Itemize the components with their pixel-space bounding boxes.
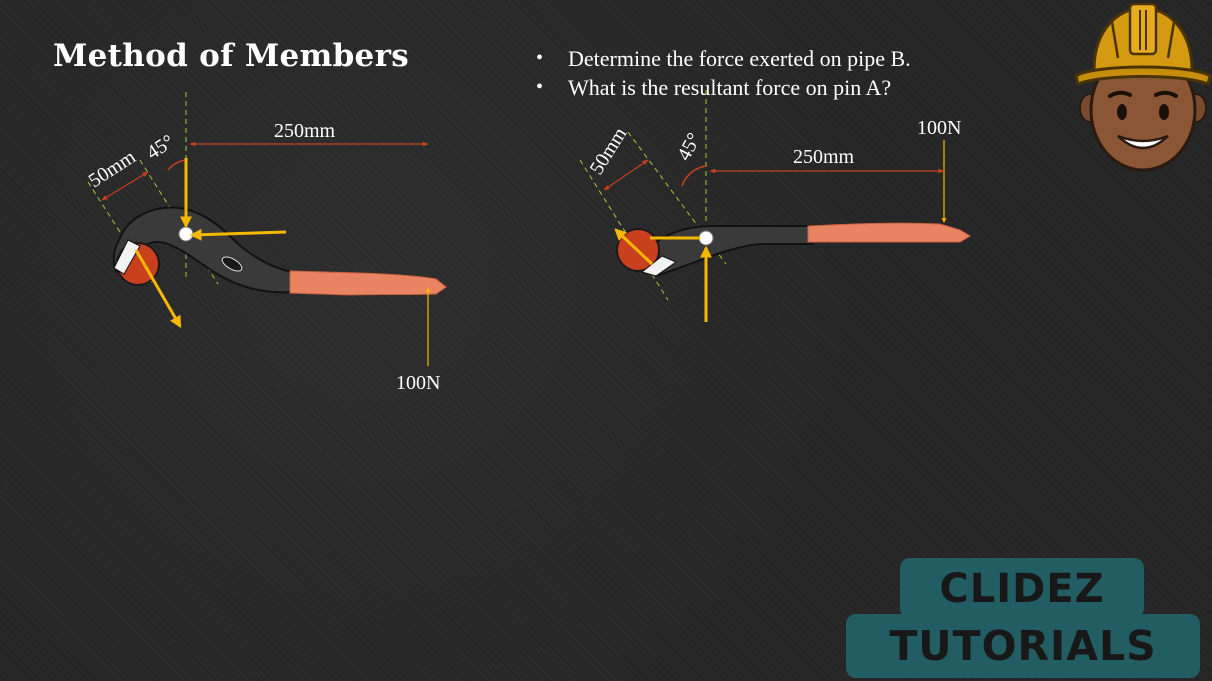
right-label-50mm: 50mm (586, 123, 632, 178)
left-dim-50 (101, 171, 149, 201)
left-angle-arc (167, 159, 187, 171)
left-label-angle: 45° (143, 130, 178, 164)
left-wrench-diagram: 250mm 50mm 45° 100N (85, 92, 447, 394)
left-force-on-pipe (134, 249, 182, 329)
right-slant-guide-1 (579, 159, 669, 301)
left-label-250mm: 250mm (274, 120, 336, 142)
right-wrench-icon (644, 225, 813, 278)
clidez-logo: CLIDEZ TUTORIALS (846, 558, 1200, 678)
right-force-on-pipe (614, 228, 654, 266)
question-2: What is the resultant force on pin A? (536, 73, 911, 102)
right-wrench-diagram: 250mm 50mm 45° 100N (579, 90, 971, 322)
question-list: Determine the force exerted on pipe B. W… (536, 44, 911, 102)
left-force-horizontal (189, 228, 287, 241)
logo-top-box (900, 558, 1144, 618)
question-1: Determine the force exerted on pipe B. (536, 44, 911, 73)
right-pin (698, 230, 714, 246)
logo-bottom-box (846, 614, 1200, 678)
left-wrench-slot (221, 256, 243, 272)
left-label-100n: 100N (396, 372, 440, 394)
right-label-250mm: 250mm (793, 146, 855, 168)
right-jaw (640, 255, 678, 277)
logo-line-1: CLIDEZ (939, 566, 1105, 612)
slide-title: Method of Members (53, 38, 409, 74)
logo-line-2: TUTORIALS (889, 622, 1157, 670)
left-pin (178, 226, 194, 242)
right-handle (807, 222, 971, 243)
left-slant-guide-1 (87, 181, 153, 283)
right-angle-arc (681, 165, 707, 187)
left-jaw (113, 239, 141, 275)
right-label-100n: 100N (917, 117, 961, 139)
left-handle (289, 270, 447, 296)
right-dim-50 (603, 159, 649, 191)
left-label-50mm: 50mm (85, 146, 140, 193)
hard-hat-avatar-icon (1074, 2, 1212, 172)
right-label-angle: 45° (673, 129, 706, 164)
